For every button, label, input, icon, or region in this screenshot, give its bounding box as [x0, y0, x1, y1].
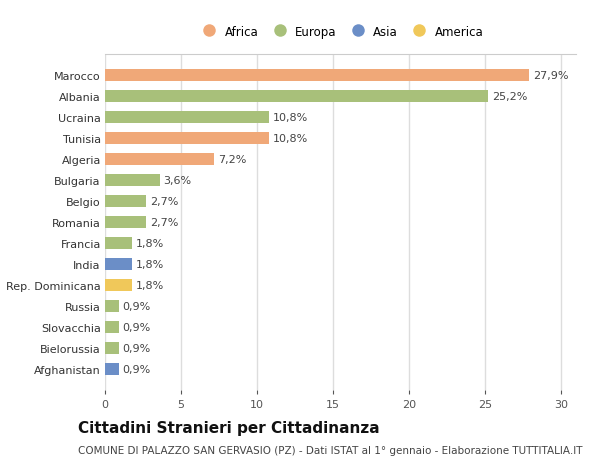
- Text: 3,6%: 3,6%: [163, 176, 191, 186]
- Text: 1,8%: 1,8%: [136, 280, 164, 291]
- Bar: [105, 322, 119, 333]
- Text: 0,9%: 0,9%: [122, 322, 151, 332]
- Text: 0,9%: 0,9%: [122, 343, 151, 353]
- Legend: Africa, Europa, Asia, America: Africa, Europa, Asia, America: [193, 21, 488, 43]
- Text: 0,9%: 0,9%: [122, 302, 151, 311]
- Bar: [105, 196, 146, 207]
- Text: 7,2%: 7,2%: [218, 155, 247, 165]
- Text: 25,2%: 25,2%: [491, 92, 527, 102]
- Text: 1,8%: 1,8%: [136, 259, 164, 269]
- Bar: [105, 238, 133, 249]
- Bar: [105, 342, 119, 354]
- Bar: [105, 133, 269, 145]
- Bar: [105, 301, 119, 312]
- Text: 2,7%: 2,7%: [150, 218, 178, 228]
- Bar: [105, 112, 269, 123]
- Text: 10,8%: 10,8%: [273, 134, 308, 144]
- Bar: [105, 217, 146, 229]
- Bar: [105, 364, 119, 375]
- Text: Cittadini Stranieri per Cittadinanza: Cittadini Stranieri per Cittadinanza: [78, 420, 380, 435]
- Text: 2,7%: 2,7%: [150, 197, 178, 207]
- Text: 0,9%: 0,9%: [122, 364, 151, 374]
- Bar: [105, 259, 133, 270]
- Text: 1,8%: 1,8%: [136, 239, 164, 248]
- Bar: [105, 175, 160, 186]
- Text: 27,9%: 27,9%: [533, 71, 568, 81]
- Text: 10,8%: 10,8%: [273, 113, 308, 123]
- Bar: [105, 280, 133, 291]
- Bar: [105, 70, 529, 82]
- Bar: [105, 154, 214, 166]
- Bar: [105, 91, 488, 103]
- Text: COMUNE DI PALAZZO SAN GERVASIO (PZ) - Dati ISTAT al 1° gennaio - Elaborazione TU: COMUNE DI PALAZZO SAN GERVASIO (PZ) - Da…: [78, 445, 583, 455]
